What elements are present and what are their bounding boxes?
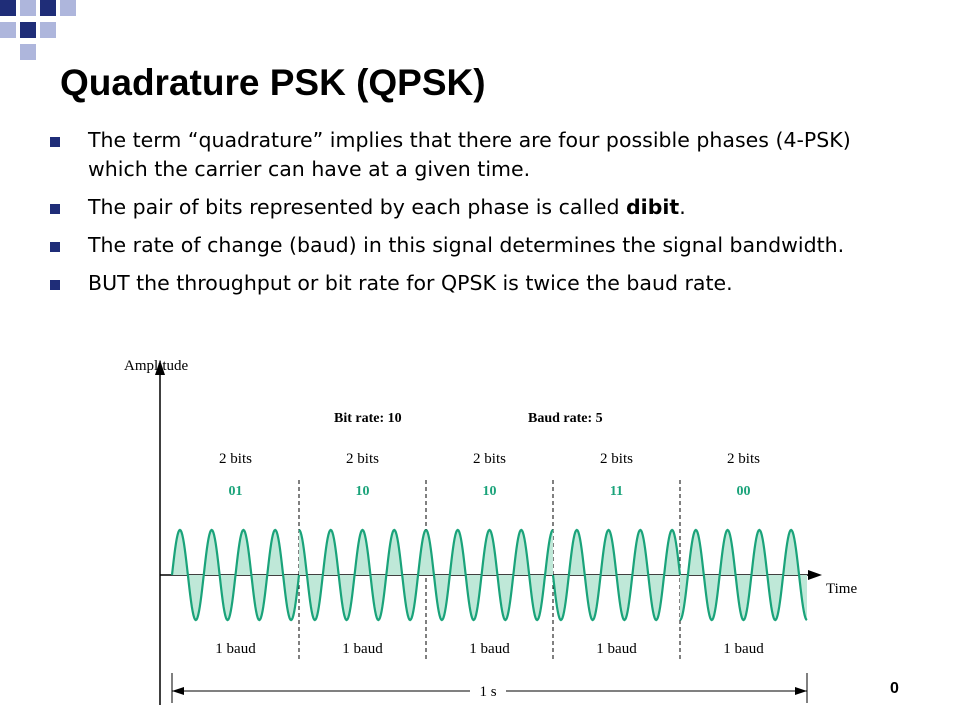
bullet-text: The rate of change (baud) in this signal…: [88, 233, 845, 257]
dibit-label: 00: [737, 484, 751, 499]
bullet-square-icon: [50, 137, 60, 147]
dibit-label: 10: [483, 484, 497, 499]
bullet-text: The term “quadrature” implies that there…: [88, 128, 851, 181]
bullet-square-icon: [50, 204, 60, 214]
bits-label: 2 bits: [600, 451, 633, 467]
y-axis-label: Amplitude: [124, 358, 189, 374]
baud-label: 1 baud: [215, 641, 256, 657]
bullet-emphasis: dibit: [626, 195, 680, 219]
bits-label: 2 bits: [346, 451, 379, 467]
corner-logo: [0, 0, 76, 60]
bullet-text: BUT the throughput or bit rate for QPSK …: [88, 271, 733, 295]
page-number: 0: [890, 680, 899, 697]
qpsk-diagram: Amplitude Time Bit rate: 10 Baud rate: 5…: [124, 358, 857, 705]
dibit-label: 10: [356, 484, 370, 499]
wave-segment: [425, 528, 554, 622]
dibit-label: 11: [610, 484, 623, 499]
baud-rate-label: Baud rate: 5: [528, 411, 603, 426]
duration-arrow-left-icon: [172, 687, 184, 695]
wave-segment: [679, 528, 808, 622]
bullet-square-icon: [50, 280, 60, 290]
bit-rate-label: Bit rate: 10: [334, 411, 402, 426]
duration-arrow-right-icon: [795, 687, 807, 695]
bullet-text: The pair of bits represented by each pha…: [88, 195, 626, 219]
bits-label: 2 bits: [727, 451, 760, 467]
bullet-item: BUT the throughput or bit rate for QPSK …: [50, 269, 910, 298]
baud-label: 1 baud: [342, 641, 383, 657]
bits-label: 2 bits: [219, 451, 252, 467]
x-axis-arrow-icon: [808, 570, 822, 580]
wave-fill: [299, 530, 426, 620]
bullet-item: The pair of bits represented by each pha…: [50, 193, 910, 222]
duration-label: 1 s: [479, 684, 496, 700]
bullet-item: The rate of change (baud) in this signal…: [50, 231, 910, 260]
bits-label: 2 bits: [473, 451, 506, 467]
baud-label: 1 baud: [469, 641, 510, 657]
baud-label: 1 baud: [723, 641, 764, 657]
wave-segment: [298, 528, 427, 622]
x-axis-label: Time: [826, 581, 857, 597]
slide-title: Quadrature PSK (QPSK): [60, 62, 486, 103]
wave-segment: [551, 528, 682, 622]
waveform: [170, 528, 808, 622]
bullet-item: The term “quadrature” implies that there…: [50, 126, 910, 184]
wave-fill: [426, 530, 553, 620]
baud-label: 1 baud: [596, 641, 637, 657]
dibit-label: 01: [229, 484, 243, 499]
y-axis-arrow-icon: [155, 360, 165, 375]
segment-layer: 2 bits 01 1 baud 2 bits 10 1 baud 2 bits 10 1 ba…: [215, 451, 764, 660]
bullet-square-icon: [50, 242, 60, 252]
wave-fill: [680, 530, 807, 620]
bullet-list: The term “quadrature” implies that there…: [50, 126, 910, 307]
bullet-text: .: [679, 195, 686, 219]
wave-segment: [170, 528, 301, 622]
